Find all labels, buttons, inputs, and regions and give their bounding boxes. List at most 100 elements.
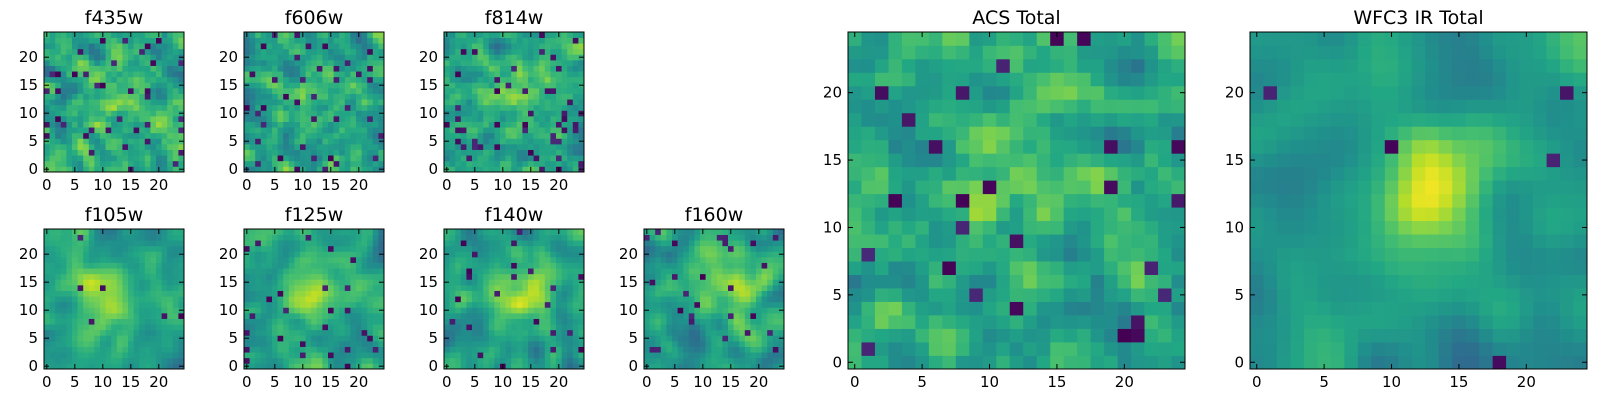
heatmap-cell [350,357,357,364]
heatmap-cell [533,43,540,50]
heatmap-cell [361,296,368,303]
heatmap-cell [122,229,129,235]
heatmap-cell [333,251,340,258]
heatmap-cell [178,116,185,122]
heatmap-cell [322,99,329,106]
heatmap-cell [344,352,351,359]
heatmap-cell [942,166,957,181]
heatmap-cell [372,290,379,297]
heatmap-cell [283,229,290,235]
heatmap-cell [928,315,943,329]
heatmap-cell [466,76,473,83]
heatmap-cell [449,60,456,66]
heatmap-cell [444,329,450,336]
heatmap-cell [500,155,506,162]
heatmap-cell [167,245,174,252]
heatmap-cell [578,71,585,78]
heatmap-cell [672,301,678,308]
heatmap-cell [305,245,312,252]
heatmap-cell [100,160,106,167]
heatmap-cell [516,329,523,336]
heatmap-cell [649,357,656,364]
heatmap-cell [356,234,362,241]
heatmap-cell [539,88,546,94]
heatmap-cell [116,290,123,297]
heatmap-cell [744,240,751,247]
heatmap-cell [494,160,501,167]
heatmap-cell [367,110,374,117]
heatmap-cell [150,307,157,314]
heatmap-cell [322,257,329,263]
heatmap-cell [544,71,551,78]
heatmap-cell [72,234,78,241]
heatmap-cell [305,60,312,66]
heatmap-cell [483,363,490,370]
heatmap-cell [94,296,101,303]
heatmap-cell [283,48,290,55]
heatmap-cell [711,245,718,252]
heatmap-cell [144,93,151,100]
heatmap-cell [466,268,473,275]
heatmap-cell [105,110,112,117]
heatmap-cell [888,315,903,329]
heatmap-cell [488,65,495,72]
heatmap-cell [49,121,56,128]
x-tick-label: 0 [642,373,652,391]
heatmap-cell [761,329,768,336]
heatmap-cell [378,262,385,269]
heatmap-cell [339,48,346,55]
heatmap-cell [539,341,546,347]
heatmap-cell [328,104,334,111]
heatmap-cell [156,324,162,331]
heatmap-cell [305,48,312,55]
heatmap-cell [66,104,73,111]
heatmap-cell [1171,288,1186,302]
heatmap-cell [249,48,256,55]
heatmap-cell [744,324,751,331]
heatmap-cell [249,166,256,173]
heatmap-cell [733,329,740,336]
heatmap-cell [660,346,667,353]
heatmap-cell [105,273,112,280]
heatmap-cell [288,144,295,150]
heatmap-cell [133,160,140,167]
heatmap-cell [283,60,290,66]
heatmap-cell [139,240,146,247]
heatmap-cell [488,307,495,314]
heatmap-cell [494,301,501,308]
heatmap-cell [367,127,374,134]
heatmap-cell [494,229,501,235]
heatmap-cell [294,251,301,258]
heatmap-cell [66,257,73,263]
heatmap-cell [72,240,78,247]
heatmap-cell [322,82,329,89]
x-tick-label: 10 [93,373,112,391]
heatmap-cell [372,268,379,275]
heatmap-cell [700,279,706,286]
heatmap-cell [83,346,90,353]
heatmap-cell [44,341,50,347]
heatmap-cell [105,82,112,89]
heatmap-cell [60,257,67,263]
heatmap-cell [488,318,495,325]
heatmap-cell [66,43,73,50]
heatmap-cell [322,313,329,319]
heatmap-cell [249,307,256,314]
heatmap-cell [511,251,518,258]
heatmap-cell [711,352,718,359]
heatmap-cell [311,257,318,263]
heatmap-cell [444,352,450,359]
heatmap-cell [139,54,146,61]
heatmap-cell [105,160,112,167]
heatmap-cell [55,229,62,235]
heatmap-cell [311,245,318,252]
heatmap-cell [1131,288,1145,302]
heatmap-cell [1023,193,1038,208]
heatmap-cell [505,32,512,38]
heatmap-cell [66,121,73,128]
heatmap-cell [178,32,185,38]
heatmap-cell [178,43,185,50]
heatmap-cell [172,251,179,258]
heatmap-cell [1036,220,1051,235]
heatmap-cell [339,357,346,364]
